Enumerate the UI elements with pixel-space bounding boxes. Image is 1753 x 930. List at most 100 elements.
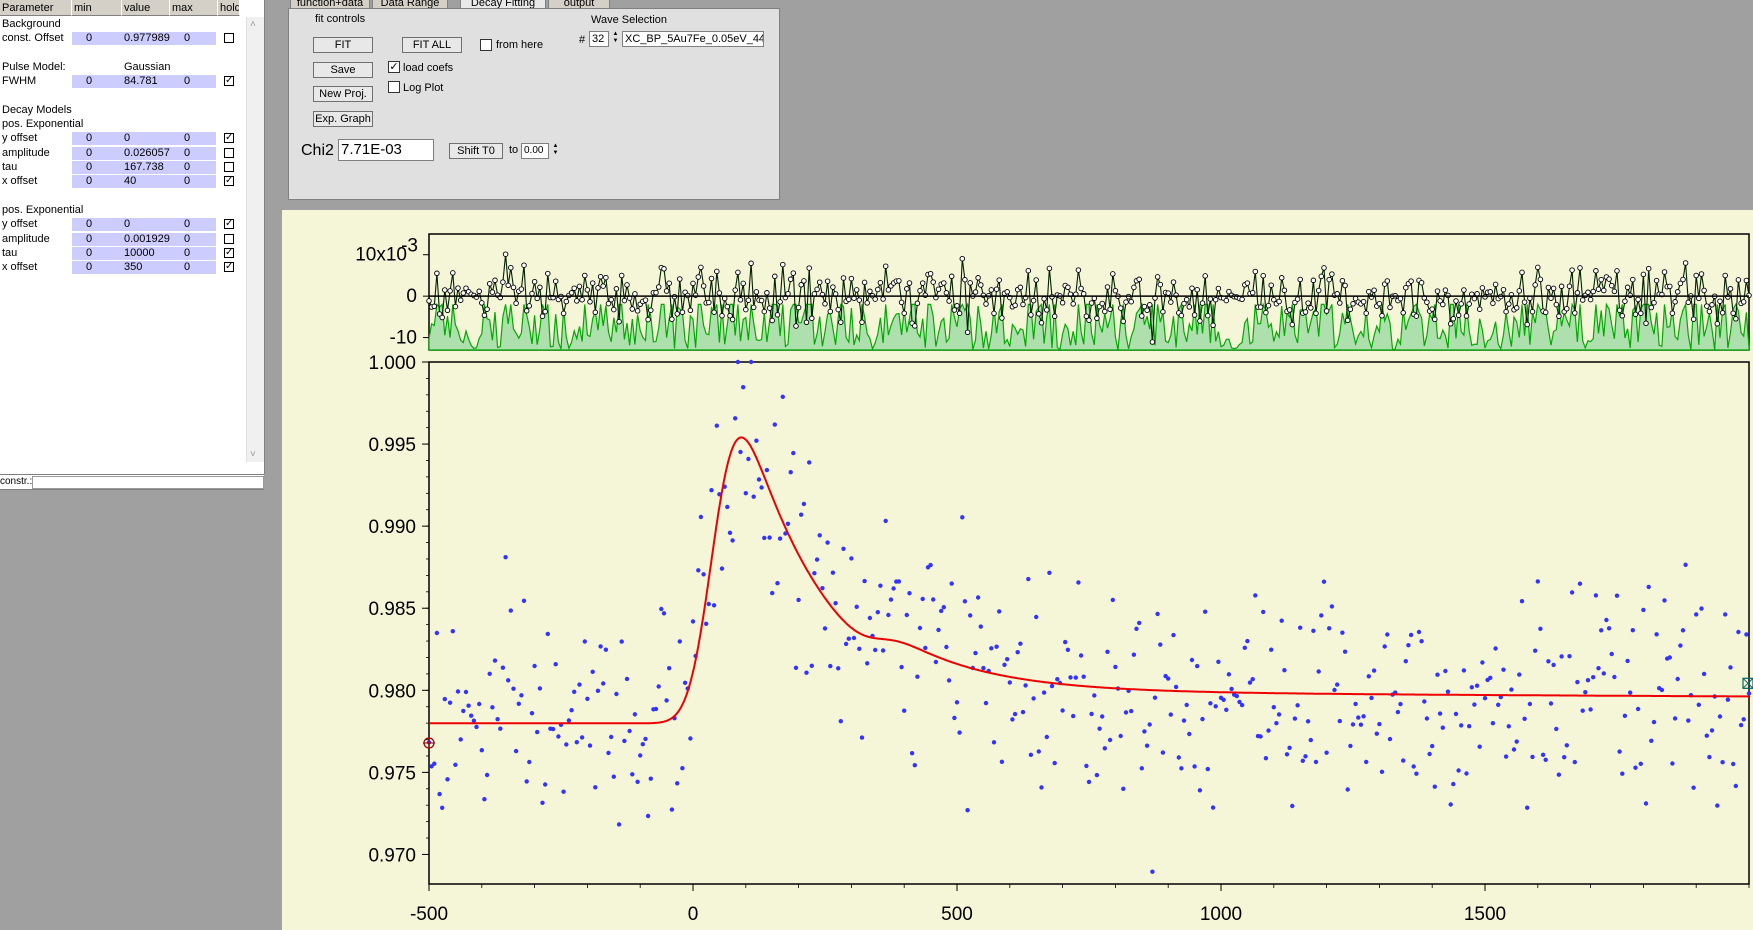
data-point: [946, 678, 952, 683]
hold-checkbox[interactable]: ✓: [224, 261, 234, 273]
hold-checkbox[interactable]: [224, 147, 234, 158]
fit-button[interactable]: FIT: [313, 37, 373, 53]
parameter-max-cell[interactable]: 0: [170, 232, 216, 246]
hold-checkbox[interactable]: [224, 233, 234, 244]
parameter-max-cell[interactable]: 0: [170, 132, 216, 146]
parameter-value-cell[interactable]: 10000: [122, 246, 170, 260]
parameter-min-cell[interactable]: 0: [72, 32, 122, 46]
data-point: [635, 779, 640, 784]
shift-to-field[interactable]: 0.00: [521, 143, 549, 159]
parameter-min-cell[interactable]: 0: [72, 232, 122, 246]
data-point: [1298, 625, 1303, 630]
parameter-min-cell[interactable]: 0: [72, 261, 122, 275]
data-point: [1063, 639, 1068, 645]
data-point: [590, 669, 595, 674]
data-point: [682, 680, 688, 685]
residual-point: [1181, 300, 1187, 307]
wave-name-field[interactable]: XC_BP_5Au7Fe_0.05eV_440_: [622, 31, 764, 47]
parameter-min-cell[interactable]: 0: [72, 75, 122, 89]
residual-point: [1207, 296, 1214, 302]
parameter-max-cell[interactable]: 0: [170, 261, 216, 275]
log-plot-checkbox[interactable]: [388, 81, 400, 93]
hold-checkbox[interactable]: ✓: [224, 218, 234, 230]
data-point: [696, 568, 701, 573]
residual-point: [785, 290, 791, 297]
parameter-value-cell[interactable]: 167.738: [122, 161, 170, 174]
data-point: [1179, 766, 1184, 771]
cursor-a-icon[interactable]: [423, 737, 435, 750]
data-point: [764, 467, 770, 473]
wave-number-field[interactable]: 32: [589, 31, 609, 47]
data-point: [780, 394, 785, 399]
data-point: [1036, 749, 1041, 754]
parameter-max-cell[interactable]: 0: [170, 146, 216, 160]
main-y-tick-label: 0.985: [368, 599, 416, 620]
parameter-max-cell[interactable]: 0: [170, 161, 216, 174]
data-point: [498, 726, 503, 731]
data-point: [550, 726, 556, 732]
data-point: [1678, 643, 1683, 648]
main-y-tick-label: 0.990: [368, 517, 416, 538]
constraints-input[interactable]: [32, 476, 264, 489]
shift-t0-button[interactable]: Shift T0: [449, 143, 503, 159]
parameter-value-cell[interactable]: 0: [122, 218, 170, 232]
residual-point: [1558, 283, 1565, 290]
parameter-max-cell[interactable]: 0: [170, 218, 216, 232]
hold-checkbox[interactable]: ✓: [224, 175, 234, 187]
parameter-max-cell[interactable]: 0: [170, 246, 216, 260]
hold-checkbox[interactable]: ✓: [224, 75, 234, 87]
parameter-min-cell[interactable]: 0: [72, 175, 122, 189]
parameter-min-cell[interactable]: 0: [72, 218, 122, 232]
data-point: [788, 470, 793, 475]
parameter-row: Decay Models: [0, 103, 240, 118]
data-point: [638, 753, 643, 758]
parameter-value-cell[interactable]: 84.781: [122, 75, 170, 89]
parameter-max-cell[interactable]: 0: [170, 32, 216, 46]
parameter-value-cell[interactable]: 40: [122, 175, 170, 189]
data-point: [1216, 659, 1221, 664]
data-point: [1445, 689, 1451, 694]
data-point: [1511, 747, 1517, 752]
save-button[interactable]: Save: [313, 62, 373, 78]
parameter-value-cell[interactable]: 0.026057: [122, 146, 170, 160]
residual-point: [761, 308, 768, 315]
data-point: [1295, 703, 1300, 708]
data-point: [1229, 686, 1234, 692]
parameter-min-cell[interactable]: 0: [72, 246, 122, 260]
wave-number-spinner-icon[interactable]: ▲ ▼: [612, 31, 619, 44]
hold-checkbox[interactable]: [224, 162, 234, 172]
main-plot-frame: [428, 361, 1750, 885]
residual-point: [460, 290, 467, 296]
parameter-value-cell[interactable]: 0.977989: [122, 32, 170, 46]
data-point: [1562, 755, 1567, 760]
parameter-max-cell[interactable]: 0: [170, 175, 216, 189]
fit-all-button[interactable]: FIT ALL: [402, 37, 462, 53]
from-here-checkbox[interactable]: [480, 39, 492, 51]
cursor-b-icon[interactable]: [1742, 677, 1753, 689]
data-point: [1139, 766, 1144, 771]
load-coefs-checkbox[interactable]: ✓: [388, 61, 400, 73]
parameter-max-cell[interactable]: 0: [170, 75, 216, 89]
parameter-min-cell[interactable]: 0: [72, 146, 122, 160]
residual-point: [1403, 284, 1409, 291]
parameter-value-cell[interactable]: 0.001929: [122, 232, 170, 246]
parameter-name: y offset: [2, 132, 38, 145]
residual-point: [486, 280, 493, 287]
scroll-up-icon[interactable]: ˄: [250, 19, 256, 30]
parameter-scrollbar[interactable]: ˄ ˅: [246, 17, 264, 462]
hold-checkbox[interactable]: [224, 33, 234, 44]
new-project-button[interactable]: New Proj.: [313, 86, 373, 102]
parameter-value-cell[interactable]: 350: [122, 261, 170, 275]
parameter-min-cell[interactable]: 0: [72, 132, 122, 146]
parameter-value-cell[interactable]: 0: [122, 132, 170, 146]
data-point: [807, 460, 812, 465]
export-graph-button[interactable]: Exp. Graph: [313, 111, 373, 127]
scroll-down-icon[interactable]: ˅: [250, 449, 256, 460]
residual-point: [492, 277, 498, 284]
data-point: [537, 686, 543, 691]
parameter-min-cell[interactable]: 0: [72, 161, 122, 174]
hold-checkbox[interactable]: ✓: [224, 132, 234, 144]
shift-to-spinner-icon[interactable]: ▲ ▼: [552, 143, 559, 156]
residual-point: [1640, 271, 1647, 278]
hold-checkbox[interactable]: ✓: [224, 246, 234, 258]
